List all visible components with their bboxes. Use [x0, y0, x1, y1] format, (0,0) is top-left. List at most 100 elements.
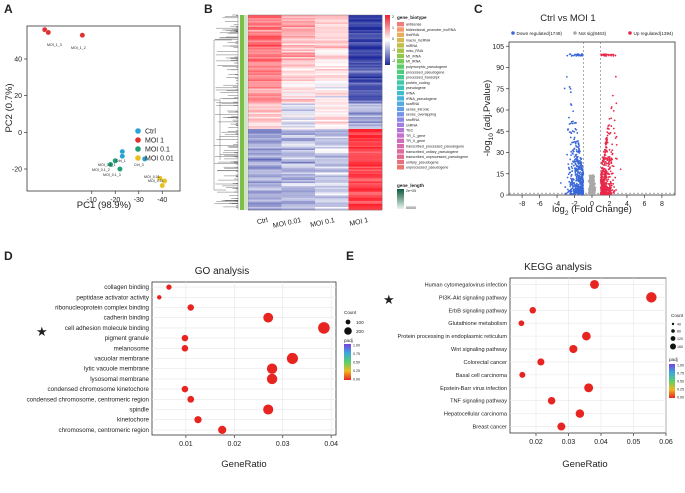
heatmap-cell	[348, 24, 383, 26]
heatmap-cell	[281, 127, 316, 130]
heatmap-cell	[348, 168, 383, 170]
volcano-point-up	[607, 165, 610, 167]
dotplot-dot	[537, 358, 545, 366]
volcano-point-down	[577, 159, 579, 162]
volcano-point-notsig	[592, 179, 595, 182]
heatmap-cell	[248, 186, 282, 188]
gene-biotype-swatch	[397, 48, 404, 53]
heatmap-cell	[281, 118, 316, 121]
volcano-point-down	[578, 159, 581, 162]
heatmap-cell	[348, 70, 383, 73]
dotplot-padj-tick: 0.50	[677, 380, 684, 384]
heatmap-cell	[248, 94, 282, 97]
volcano-point-down	[574, 121, 577, 124]
dotplot-dot	[646, 292, 657, 303]
volcano-plot: Ctrl vs MOI 1 Down regulated(1749) Not si…	[482, 13, 676, 217]
heatmap-cell	[248, 112, 282, 115]
heatmap-cell	[348, 102, 383, 104]
dotplot-dot	[266, 373, 278, 385]
heatmap-cell	[281, 90, 316, 92]
dotplot-term-label: condensed chromosome, centromeric region	[27, 396, 150, 403]
heatmap-cell	[248, 90, 282, 92]
heatmap-cell	[348, 157, 383, 160]
heatmap-cell	[315, 15, 349, 17]
heatmap-cell	[315, 157, 349, 160]
volcano-point-up	[609, 159, 612, 162]
gene-biotype-label: unitary_pseudogene	[406, 160, 439, 164]
heatmap-cell	[281, 99, 316, 101]
volcano-point-up	[603, 148, 606, 151]
volcano-point-up	[605, 162, 608, 165]
pca-point	[112, 157, 119, 164]
volcano-point-up	[609, 170, 612, 173]
volcano-point-up	[603, 191, 606, 194]
volcano-point-up	[602, 53, 605, 56]
heatmap-cell	[281, 120, 316, 122]
heatmap-cell	[281, 109, 316, 112]
gene-biotype-swatch	[397, 59, 404, 64]
gene-biotype-swatch	[397, 69, 404, 75]
volcano-point-down	[582, 172, 584, 175]
heatmap-cell	[315, 87, 349, 89]
heatmap-cell	[315, 46, 349, 49]
go-padj-colorbar	[344, 344, 351, 380]
gene-biotype-swatch	[397, 159, 404, 165]
heatmap-cell	[281, 139, 316, 142]
heatmap-cell	[315, 132, 349, 134]
volcano-point-up	[614, 54, 617, 57]
volcano-point-up	[600, 174, 603, 177]
gene-biotype-title: gene_biotype	[397, 15, 427, 20]
heatmap-cell	[281, 183, 316, 185]
heatmap-cell	[348, 93, 383, 95]
heatmap-cell	[348, 198, 383, 200]
volcano-point-down	[574, 163, 577, 166]
gene-biotype-label: miRNA	[406, 44, 418, 48]
volcano-point-up	[601, 180, 604, 183]
volcano-point-down	[574, 188, 577, 190]
heatmap-cell	[248, 21, 282, 23]
heatmap-cell	[281, 189, 316, 191]
volcano-point-down	[566, 191, 569, 194]
heatmap-cell	[348, 43, 383, 46]
gene-biotype-label: Mt_tRNA	[406, 60, 421, 64]
volcano-point-up	[602, 173, 605, 176]
heatmap-cell	[248, 46, 282, 49]
heatmap-cell	[348, 139, 383, 142]
volcano-point-down	[578, 152, 581, 154]
heatmap-cell	[248, 156, 282, 158]
volcano-point-up	[607, 187, 610, 190]
volcano-point-up	[615, 135, 618, 138]
dotplot-xtick-label: 0.02	[228, 441, 242, 448]
volcano-xlabel: log2 (Fold Change)	[552, 204, 632, 217]
volcano-point-down	[576, 132, 579, 134]
volcano-point-down	[580, 182, 582, 185]
volcano-point-up	[604, 143, 607, 146]
volcano-point-down	[575, 160, 578, 163]
heatmap-cell	[248, 174, 282, 176]
volcano-ytick-label: 90	[496, 65, 504, 72]
heatmap-cell	[348, 21, 383, 23]
volcano-point-up	[601, 187, 604, 190]
heatmap-cell	[348, 69, 383, 71]
pca-point	[159, 182, 165, 189]
volcano-xtick-label: 4	[625, 201, 629, 208]
volcano-point-down	[580, 180, 582, 183]
dotplot-term-label: chromosome, centromeric region	[59, 427, 150, 434]
pca-point	[117, 166, 123, 172]
volcano-point-down	[568, 131, 571, 134]
heatmap-cell	[315, 61, 349, 64]
volcano-point-up	[603, 176, 606, 179]
volcano-xtick-label: -4	[554, 201, 560, 208]
dotplot-dot	[194, 416, 202, 424]
heatmap-cell	[281, 52, 316, 55]
heatmap-cell	[248, 181, 282, 184]
volcano-point-down	[571, 180, 574, 183]
heatmap-cell	[348, 123, 383, 125]
heatmap-cell	[281, 177, 316, 179]
heatmap-cell	[248, 165, 282, 167]
volcano-point-down	[569, 177, 572, 180]
heatmap-cell	[348, 177, 383, 179]
volcano-point-up	[607, 132, 610, 135]
heatmap-cell	[348, 49, 383, 52]
heatmap-cell	[281, 81, 316, 83]
